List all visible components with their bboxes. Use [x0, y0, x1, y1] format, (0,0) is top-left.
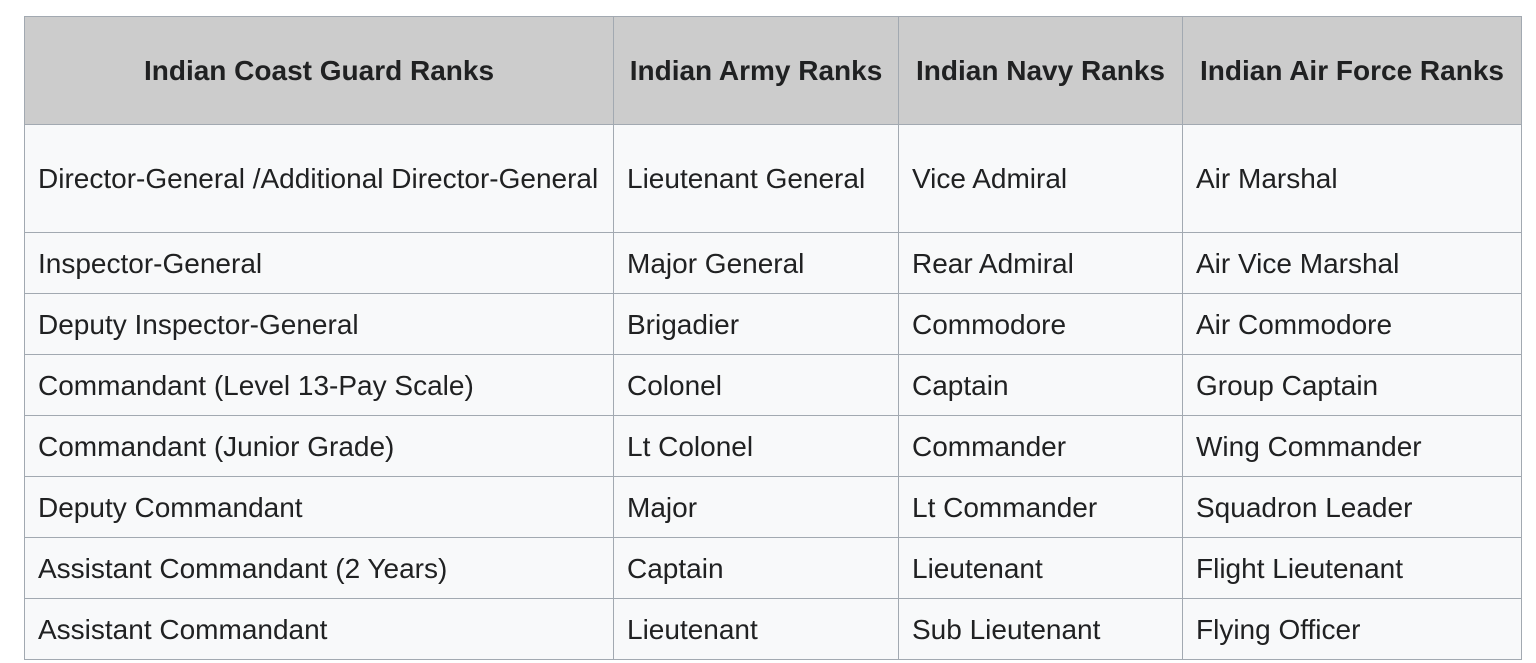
table-header-row: Indian Coast Guard Ranks Indian Army Ran… [24, 16, 1522, 125]
cell-coast-guard: Commandant (Level 13-Pay Scale) [24, 354, 614, 416]
header-air-force: Indian Air Force Ranks [1182, 16, 1522, 125]
cell-navy: Captain [898, 354, 1183, 416]
table-row: Deputy Commandant Major Lt Commander Squ… [24, 476, 1522, 538]
cell-coast-guard: Commandant (Junior Grade) [24, 415, 614, 477]
ranks-table-container: Indian Coast Guard Ranks Indian Army Ran… [24, 16, 1522, 660]
cell-air-force: Squadron Leader [1182, 476, 1522, 538]
cell-army: Colonel [613, 354, 899, 416]
cell-coast-guard: Deputy Commandant [24, 476, 614, 538]
table-row: Assistant Commandant Lieutenant Sub Lieu… [24, 598, 1522, 660]
cell-army: Captain [613, 537, 899, 599]
table-row: Commandant (Junior Grade) Lt Colonel Com… [24, 415, 1522, 477]
cell-air-force: Air Vice Marshal [1182, 232, 1522, 294]
cell-navy: Sub Lieutenant [898, 598, 1183, 660]
header-coast-guard: Indian Coast Guard Ranks [24, 16, 614, 125]
header-army: Indian Army Ranks [613, 16, 899, 125]
cell-air-force: Flying Officer [1182, 598, 1522, 660]
cell-army: Major [613, 476, 899, 538]
cell-air-force: Air Commodore [1182, 293, 1522, 355]
cell-army: Brigadier [613, 293, 899, 355]
cell-navy: Lieutenant [898, 537, 1183, 599]
cell-navy: Lt Commander [898, 476, 1183, 538]
cell-army: Lt Colonel [613, 415, 899, 477]
cell-coast-guard: Director-General /Additional Director-Ge… [24, 124, 614, 233]
cell-coast-guard: Assistant Commandant [24, 598, 614, 660]
cell-coast-guard: Deputy Inspector-General [24, 293, 614, 355]
cell-coast-guard: Inspector-General [24, 232, 614, 294]
cell-air-force: Wing Commander [1182, 415, 1522, 477]
cell-navy: Vice Admiral [898, 124, 1183, 233]
cell-navy: Commodore [898, 293, 1183, 355]
ranks-table: Indian Coast Guard Ranks Indian Army Ran… [24, 16, 1522, 660]
cell-army: Lieutenant [613, 598, 899, 660]
cell-air-force: Flight Lieutenant [1182, 537, 1522, 599]
cell-air-force: Group Captain [1182, 354, 1522, 416]
table-row: Deputy Inspector-General Brigadier Commo… [24, 293, 1522, 355]
table-row: Director-General /Additional Director-Ge… [24, 124, 1522, 233]
header-navy: Indian Navy Ranks [898, 16, 1183, 125]
table-row: Inspector-General Major General Rear Adm… [24, 232, 1522, 294]
cell-army: Major General [613, 232, 899, 294]
cell-army: Lieutenant General [613, 124, 899, 233]
cell-air-force: Air Marshal [1182, 124, 1522, 233]
cell-coast-guard: Assistant Commandant (2 Years) [24, 537, 614, 599]
cell-navy: Rear Admiral [898, 232, 1183, 294]
table-row: Commandant (Level 13-Pay Scale) Colonel … [24, 354, 1522, 416]
table-row: Assistant Commandant (2 Years) Captain L… [24, 537, 1522, 599]
cell-navy: Commander [898, 415, 1183, 477]
